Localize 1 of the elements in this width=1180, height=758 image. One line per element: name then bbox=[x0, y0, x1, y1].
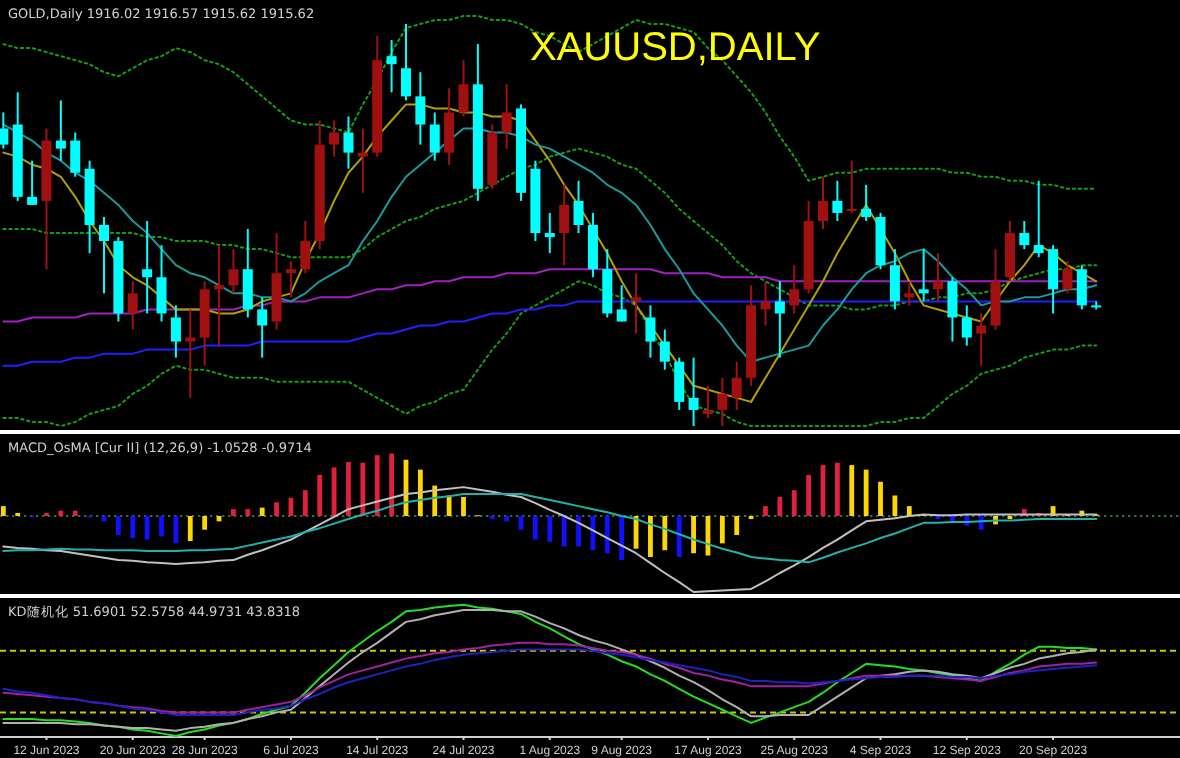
chart-title: XAUUSD,DAILY bbox=[530, 26, 821, 70]
